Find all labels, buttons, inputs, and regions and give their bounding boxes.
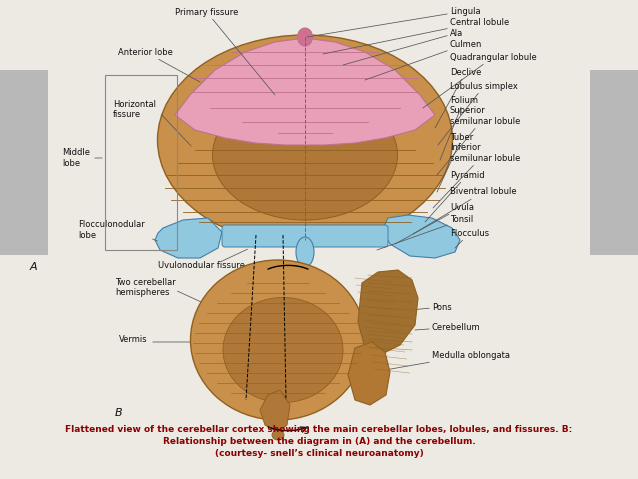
Text: (courtesy- snell’s clinical neuroanatomy): (courtesy- snell’s clinical neuroanatomy… — [214, 449, 424, 458]
Text: Medulla oblongata: Medulla oblongata — [385, 351, 510, 370]
Ellipse shape — [272, 430, 284, 440]
Text: Ala: Ala — [343, 28, 463, 65]
Text: Vermis: Vermis — [119, 335, 148, 344]
Text: Middle
lobe: Middle lobe — [62, 148, 90, 168]
Text: Inferior
semilunar lobule: Inferior semilunar lobule — [433, 143, 521, 208]
Text: Flocculus: Flocculus — [450, 228, 489, 248]
Text: Lobulus simplex: Lobulus simplex — [438, 81, 518, 145]
Text: Two cerebellar
hemispheres: Two cerebellar hemispheres — [115, 278, 175, 297]
Text: Superior
semilunar lobule: Superior semilunar lobule — [437, 106, 521, 175]
Text: Central lobule: Central lobule — [323, 18, 509, 54]
Text: Tuber: Tuber — [437, 134, 473, 192]
Polygon shape — [260, 390, 290, 432]
Text: Cerebellum: Cerebellum — [415, 322, 480, 331]
FancyBboxPatch shape — [222, 225, 388, 247]
Text: Nodule: Nodule — [265, 270, 295, 279]
Text: Uvula: Uvula — [395, 203, 474, 244]
Ellipse shape — [191, 260, 366, 420]
Text: Folium: Folium — [440, 95, 478, 160]
Text: Culmen: Culmen — [365, 39, 482, 80]
Polygon shape — [358, 270, 418, 355]
Text: Relationship between the diagram in (A) and the cerebellum.: Relationship between the diagram in (A) … — [163, 437, 475, 446]
Ellipse shape — [223, 297, 343, 402]
Ellipse shape — [212, 90, 397, 220]
Ellipse shape — [297, 28, 313, 46]
Text: Flattened view of the cerebellar cortex showing the main cerebellar lobes, lobul: Flattened view of the cerebellar cortex … — [65, 425, 573, 434]
Text: Lingula: Lingula — [307, 7, 480, 37]
Text: B: B — [115, 408, 122, 418]
Text: Pons: Pons — [410, 303, 452, 311]
Polygon shape — [382, 215, 460, 258]
Text: Pyramid: Pyramid — [425, 171, 485, 222]
Text: Horizontal
fissure: Horizontal fissure — [113, 100, 156, 119]
Text: Uvulonodular fissure: Uvulonodular fissure — [158, 261, 245, 270]
Text: Flocculonodular
lobe: Flocculonodular lobe — [78, 220, 145, 240]
Text: Quadrangular lobule: Quadrangular lobule — [423, 53, 537, 108]
Polygon shape — [155, 218, 222, 258]
Text: A: A — [30, 262, 38, 272]
Text: Declive: Declive — [435, 68, 482, 128]
Text: Tonsil: Tonsil — [377, 216, 473, 250]
FancyBboxPatch shape — [590, 70, 638, 255]
Ellipse shape — [158, 35, 452, 245]
Polygon shape — [348, 342, 390, 405]
Text: Biventral lobule: Biventral lobule — [413, 187, 517, 234]
Text: Primary fissure: Primary fissure — [175, 8, 275, 95]
FancyBboxPatch shape — [0, 70, 48, 255]
Polygon shape — [175, 38, 435, 145]
Text: Anterior lobe: Anterior lobe — [118, 47, 200, 82]
Ellipse shape — [296, 237, 314, 267]
